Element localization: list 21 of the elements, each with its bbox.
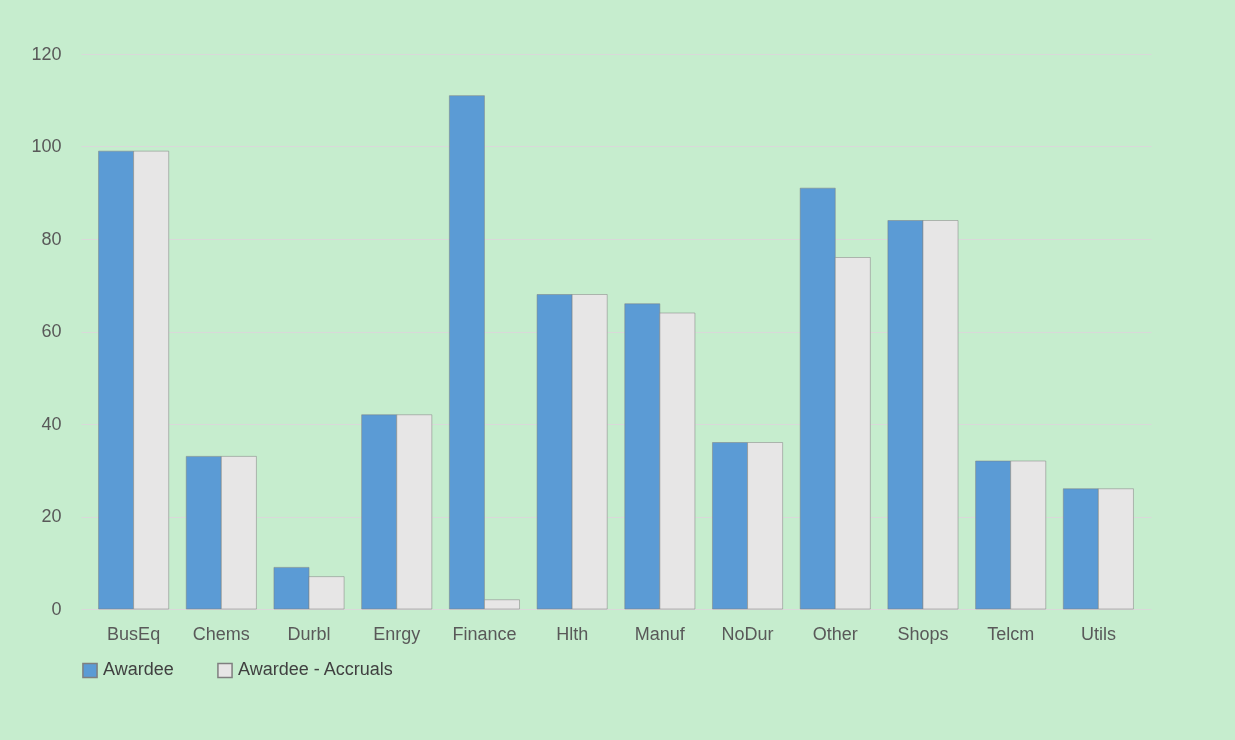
y-tick-label: 40 <box>41 413 62 434</box>
y-tick-label: 100 <box>31 136 62 156</box>
legend-label: Awardee <box>103 659 174 680</box>
x-tick-label: Utils <box>1080 623 1116 644</box>
y-tick-label: 20 <box>41 506 62 526</box>
y-tick-label: 0 <box>51 598 62 619</box>
x-tick-label: NoDur <box>721 623 774 644</box>
x-tick-label: Durbl <box>287 623 331 644</box>
x-tick-label: Manuf <box>634 623 686 644</box>
x-tick-label: Other <box>812 623 858 644</box>
y-tick-label: 80 <box>41 228 62 249</box>
x-tick-label: Finance <box>452 623 517 644</box>
x-tick-label: Enrgy <box>373 623 421 644</box>
x-tick-label: Hlth <box>556 623 589 644</box>
x-tick-label: Telcm <box>987 623 1035 644</box>
y-tick-label: 120 <box>31 43 62 64</box>
x-tick-label: Shops <box>897 623 949 644</box>
x-tick-label: Chems <box>192 623 250 644</box>
x-tick-label: BusEq <box>107 623 161 644</box>
y-tick-label: 60 <box>41 321 62 341</box>
legend-label: Awardee - Accruals <box>238 659 393 680</box>
